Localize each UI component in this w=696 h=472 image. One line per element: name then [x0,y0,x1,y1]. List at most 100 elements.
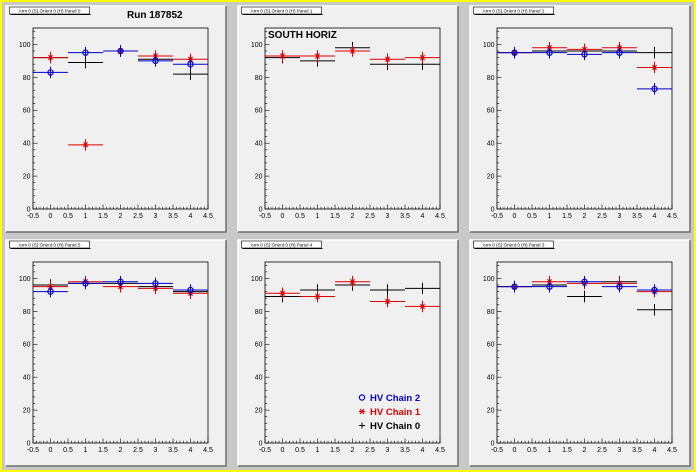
legend-label: HV Chain 2 [370,393,420,404]
x-tick-label: 4.5 [667,447,677,454]
plot-frame [264,27,441,210]
data-point [173,68,208,80]
y-tick-label: 60 [487,342,495,349]
pad-title-text: Arm 0 (S) Orient 0 (H) Panel 4 [251,242,313,247]
marker-circle [616,49,623,56]
x-tick-label: 3 [154,213,158,220]
data-point [497,46,532,59]
marker-star [47,54,54,61]
marker-star [314,293,321,300]
x-tick-label: 0.5 [295,213,305,220]
x-tick-label: 4 [189,213,193,220]
marker-circle [117,278,124,285]
y-tick-label: 0 [491,206,495,213]
x-tick-label: 4.5 [667,213,677,220]
y-tick-label: 100 [19,276,31,283]
x-tick-label: 0 [513,447,517,454]
data-point [637,303,672,316]
pad-bevel-light [469,5,690,232]
x-tick-label: 3.5 [632,447,642,454]
marker-circle [152,57,159,65]
y-tick-label: 100 [251,42,263,49]
x-tick-label: 3 [618,213,622,220]
pad-title-text: Arm 0 (S) Orient 0 (H) Panel 3 [483,242,545,247]
marker-circle [616,283,623,290]
pad-title-shadow [474,248,555,249]
x-tick-label: 2 [583,213,587,220]
x-tick-label: 3 [618,447,622,454]
y-tick-label: 60 [255,342,263,349]
y-tick-label: 100 [251,276,263,283]
marker-circle [187,61,194,68]
y-tick-label: 100 [483,276,495,283]
y-tick-label: 60 [23,342,31,349]
data-point [68,277,103,290]
marker-star [384,56,391,63]
data-point [265,50,300,62]
x-tick-label: 0 [281,447,285,454]
y-tick-label: 80 [255,309,263,316]
y-tick-label: 0 [259,440,263,447]
y-tick-label: 80 [487,309,495,316]
legend-label: HV Chain 1 [370,407,421,418]
data-point [68,139,103,151]
marker-circle [546,283,553,290]
y-tick-label: 40 [23,141,31,148]
x-tick-label: 3.5 [400,447,410,454]
marker-circle [47,69,54,76]
pad-title-shadow [242,248,323,249]
data-point [567,275,602,288]
data-point [405,300,440,313]
x-tick-label: 1.5 [330,447,340,454]
x-tick-label: 4 [653,213,657,220]
legend-item: HV Chain 0 [359,421,420,432]
marker-star [279,290,286,297]
series-hv-chain-1 [265,275,440,313]
plot-pad-2: Arm 0 (S) Orient 0 (H) Panel 2-0.5 0 0.5 1 1… [469,5,691,233]
x-tick-label: -0.5 [27,213,39,220]
plot-pad-4: Arm 0 (S) Orient 0 (H) Panel 4-0.5 0 0.5 1 1… [237,239,459,467]
x-tick-label: 1 [548,213,552,220]
x-tick-label: 2.5 [133,447,143,454]
y-tick-label: 40 [255,375,263,382]
x-tick-label: 3 [386,213,390,220]
y-tick-label: 100 [483,42,495,49]
plot-pad-3: Arm 0 (S) Orient 0 (H) Panel 5-0.5 0 0.5 1 1… [5,239,227,467]
series-hv-chain-2 [497,275,672,296]
series-hv-chain-2 [497,46,672,95]
marker-circle [152,280,159,287]
y-tick-label: 0 [27,206,31,213]
y-tick-label: 60 [255,108,263,115]
marker-circle [511,49,518,56]
x-tick-label: -0.5 [491,213,503,220]
marker-star [349,48,356,54]
x-tick-label: 4 [189,447,193,454]
x-tick-label: 2 [119,447,123,454]
x-tick-label: 3.5 [400,213,410,220]
pad-bevel-dark [470,6,691,233]
x-tick-label: 2.5 [365,213,375,220]
data-point [405,51,440,64]
x-tick-label: 2 [351,447,355,454]
marker-star [651,64,658,71]
data-point [300,290,335,303]
x-tick-label: 2 [119,213,123,220]
x-tick-label: 1 [316,213,320,220]
series-hv-chain-1 [265,45,440,66]
x-tick-label: 0 [49,213,53,220]
x-tick-label: 1.5 [330,213,340,220]
x-tick-label: 4 [421,447,425,454]
x-tick-label: 3.5 [632,213,642,220]
data-point [532,46,567,59]
x-tick-label: 4 [421,213,425,220]
data-point [138,277,173,290]
marker-circle [358,394,366,401]
x-tick-label: 0 [281,213,285,220]
data-point [637,61,672,74]
data-point [602,280,637,293]
x-tick-label: 1 [84,447,88,454]
x-tick-label: 2.5 [365,447,375,454]
y-tick-label: 80 [487,75,495,82]
pad-title-text: Arm 0 (S) Orient 0 (H) Panel 1 [251,8,313,13]
